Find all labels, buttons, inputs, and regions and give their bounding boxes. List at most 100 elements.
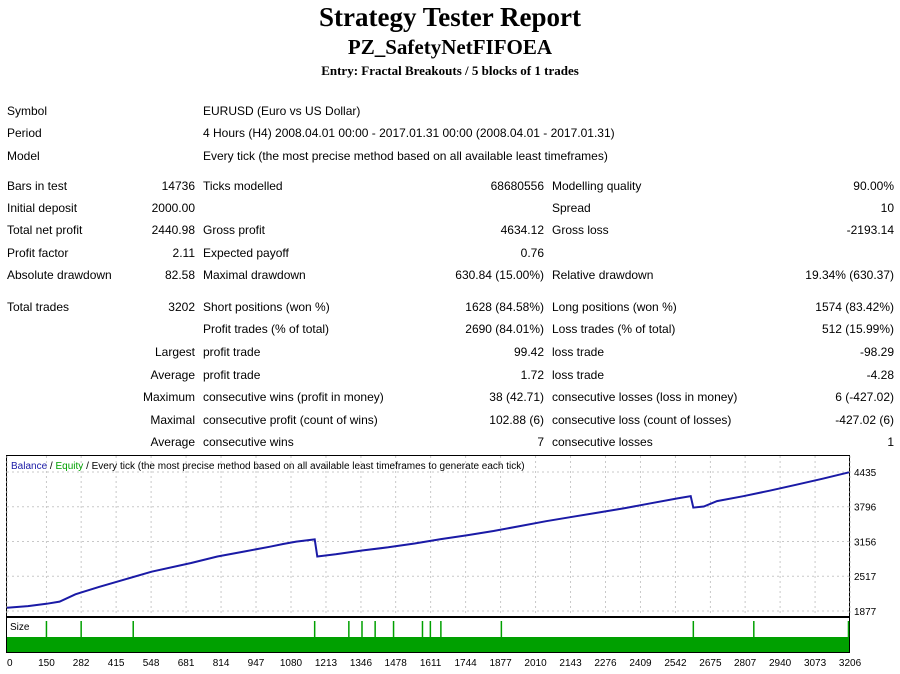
period-value: 4 Hours (H4) 2008.04.01 00:00 - 2017.01.…	[203, 126, 615, 140]
absolute-drawdown-value: 82.58	[164, 268, 195, 282]
absolute-drawdown-label: Absolute drawdown	[7, 268, 112, 282]
long-positions-label: Long positions (won %)	[552, 300, 677, 314]
quality-label: Modelling quality	[552, 179, 642, 193]
x-tick-label: 2276	[594, 658, 617, 669]
total-trades-label: Total trades	[7, 300, 70, 314]
entry-description: Entry: Fractal Breakouts / 5 blocks of 1…	[321, 63, 579, 78]
short-positions-label: Short positions (won %)	[203, 300, 330, 314]
x-tick-label: 1213	[315, 658, 338, 669]
symbol-label: Symbol	[7, 104, 48, 118]
long-positions-value: 1574 (83.42%)	[815, 300, 894, 314]
x-tick-label: 3206	[839, 658, 862, 669]
maximal-consecutive-loss-label: consecutive loss (count of losses)	[552, 413, 732, 427]
y-tick-label: 3796	[854, 503, 877, 514]
x-tick-label: 282	[73, 658, 90, 669]
loss-trades-value: 512 (15.99%)	[821, 322, 894, 336]
x-tick-label: 1080	[280, 658, 303, 669]
maximum-label: Maximum	[142, 390, 195, 404]
x-tick-label: 1346	[350, 658, 373, 669]
y-tick-label: 2517	[854, 572, 877, 583]
average-loss-trade-label: loss trade	[552, 368, 605, 382]
spread-label: Spread	[552, 201, 591, 215]
main-plot-frame	[6, 455, 850, 617]
bars-label: Bars in test	[7, 179, 68, 193]
y-tick-label: 4435	[854, 468, 877, 479]
x-ticks: 0 150 282 415 548 681 814 947 1080 1213 1346 1478 16…	[7, 658, 862, 669]
max-consecutive-losses-label: consecutive losses (loss in money)	[552, 390, 738, 404]
largest-label: Largest	[154, 345, 195, 359]
x-tick-label: 2807	[734, 658, 757, 669]
net-profit-value: 2440.98	[151, 223, 195, 237]
spread-value: 10	[880, 201, 894, 215]
largest-loss-trade-label: loss trade	[552, 345, 605, 359]
y-tick-label: 1877	[854, 607, 877, 618]
avg-consecutive-losses-value: 1	[887, 435, 894, 449]
chart-legend: Balance / Equity / Every tick (the most …	[11, 461, 525, 472]
average-profit-trade-value: 1.72	[520, 368, 544, 382]
net-profit-label: Total net profit	[7, 223, 83, 237]
largest-profit-trade-label: profit trade	[203, 345, 261, 359]
profit-factor-value: 2.11	[172, 246, 195, 260]
max-consecutive-wins-value: 38 (42.71)	[489, 390, 544, 404]
x-tick-label: 814	[213, 658, 230, 669]
legend-suffix: / Every tick (the most precise method ba…	[86, 461, 525, 472]
average-profit-trade-label: profit trade	[203, 368, 261, 382]
size-label: Size	[10, 622, 30, 633]
maximal-consecutive-loss-value: -427.02 (6)	[835, 413, 894, 427]
largest-loss-trade-value: -98.29	[859, 345, 894, 359]
x-tick-label: 2010	[524, 658, 547, 669]
largest-profit-trade-value: 99.42	[513, 345, 544, 359]
avg-consecutive-wins-label: consecutive wins	[203, 435, 294, 449]
legend-balance: Balance	[11, 461, 48, 472]
maximal-label: Maximal	[150, 413, 195, 427]
x-tick-label: 548	[143, 658, 160, 669]
bars-value: 14736	[161, 179, 195, 193]
relative-drawdown-label: Relative drawdown	[552, 268, 654, 282]
x-tick-label: 0	[7, 658, 13, 669]
quality-value: 90.00%	[853, 179, 894, 193]
model-value: Every tick (the most precise method base…	[203, 149, 608, 163]
ticks-label: Ticks modelled	[203, 179, 283, 193]
profit-trades-label: Profit trades (% of total)	[203, 322, 330, 336]
x-tick-label: 3073	[804, 658, 827, 669]
series-line-balance	[6, 471, 850, 609]
x-tick-label: 415	[108, 658, 125, 669]
x-tick-label: 1877	[489, 658, 512, 669]
legend-equity: Equity	[55, 461, 83, 472]
avg-consecutive-losses-label: consecutive losses	[552, 435, 653, 449]
x-tick-label: 1744	[454, 658, 477, 669]
deposit-label: Initial deposit	[7, 201, 78, 215]
expected-payoff-value: 0.76	[520, 246, 544, 260]
maximal-consecutive-profit-value: 102.88 (6)	[489, 413, 544, 427]
x-tick-label: 2940	[769, 658, 792, 669]
x-tick-label: 2542	[664, 658, 687, 669]
gross-profit-label: Gross profit	[203, 223, 266, 237]
gross-loss-value: -2193.14	[846, 223, 894, 237]
avg-consecutive-wins-value: 7	[537, 435, 544, 449]
maximal-consecutive-profit-label: consecutive profit (count of wins)	[203, 413, 378, 427]
maximal-drawdown-value: 630.84 (15.00%)	[455, 268, 544, 282]
ticks-value: 68680556	[490, 179, 544, 193]
deposit-value: 2000.00	[151, 201, 195, 215]
relative-drawdown-value: 19.34% (630.37)	[805, 268, 894, 282]
y-tick-label: 3156	[854, 538, 877, 549]
x-tick-label: 947	[248, 658, 265, 669]
x-tick-label: 2143	[559, 658, 582, 669]
x-tick-label: 2675	[699, 658, 722, 669]
model-label: Model	[7, 149, 40, 163]
balance-chart: Balance / Equity / Every tick (the most …	[6, 455, 877, 669]
report-title: Strategy Tester Report	[319, 2, 581, 32]
max-consecutive-wins-label: consecutive wins (profit in money)	[203, 390, 384, 404]
total-trades-value: 3202	[168, 300, 195, 314]
short-positions-value: 1628 (84.58%)	[465, 300, 544, 314]
y-ticks: 4435 3796 3156 2517 1877	[854, 468, 877, 618]
x-tick-label: 2409	[629, 658, 652, 669]
average-loss-trade-value: -4.28	[866, 368, 894, 382]
grid	[6, 456, 851, 616]
gross-profit-value: 4634.12	[500, 223, 544, 237]
profit-trades-value: 2690 (84.01%)	[465, 322, 544, 336]
x-tick-label: 150	[38, 658, 55, 669]
x-tick-label: 1611	[420, 658, 442, 669]
symbol-value: EURUSD (Euro vs US Dollar)	[203, 104, 361, 118]
period-label: Period	[7, 126, 42, 140]
